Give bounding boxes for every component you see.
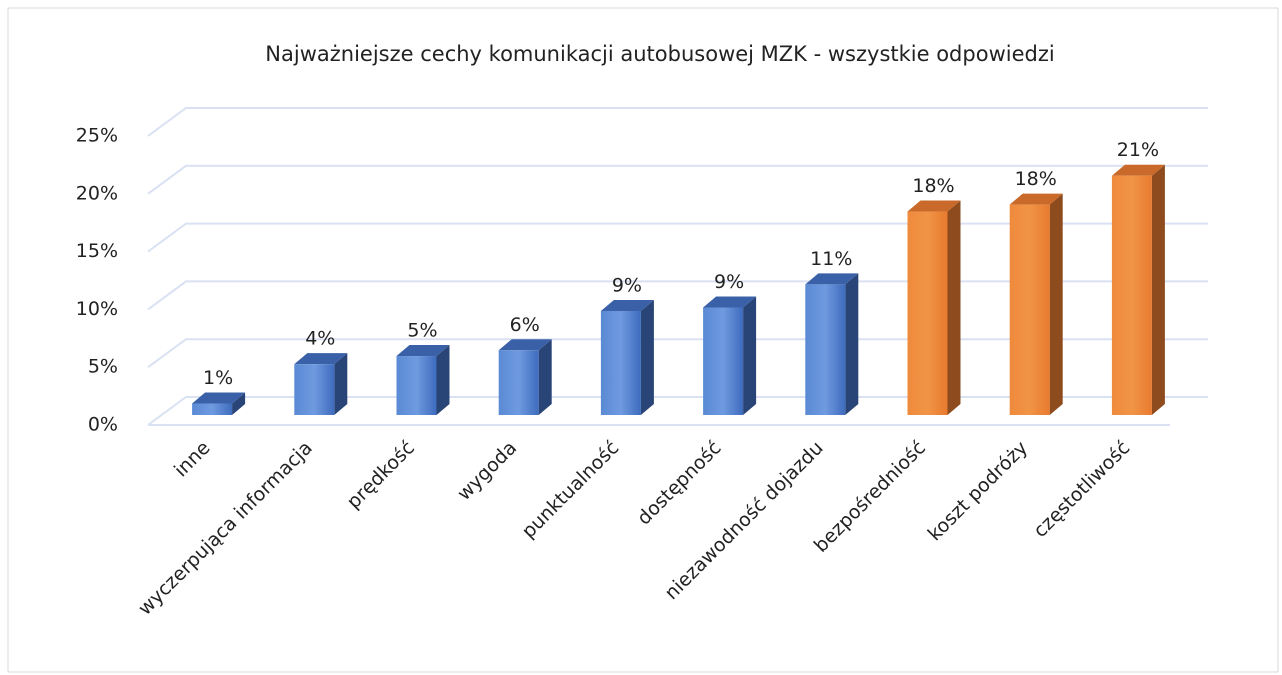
bar-top	[600, 299, 654, 311]
bar-top	[1111, 164, 1165, 176]
bar-top	[907, 200, 961, 212]
grid-line	[147, 338, 1208, 369]
bar	[498, 350, 539, 415]
data-label: 21%	[1117, 139, 1159, 161]
data-label: 9%	[612, 274, 642, 296]
grid-line	[147, 107, 1208, 137]
bar-top	[498, 339, 552, 351]
bar-side	[845, 273, 859, 415]
bar	[907, 211, 948, 415]
y-tick-label: 0%	[88, 414, 118, 436]
bar	[703, 307, 744, 415]
grid-line	[147, 280, 1208, 311]
bar-side	[947, 200, 961, 415]
bar-top	[805, 273, 859, 285]
data-label: 18%	[1015, 168, 1057, 190]
bar	[192, 403, 233, 415]
bar-top	[396, 345, 450, 357]
bar-side	[743, 296, 757, 415]
data-label: 6%	[510, 314, 540, 336]
grid-line	[147, 164, 1208, 195]
bar	[805, 284, 846, 415]
bar	[600, 310, 641, 415]
bar-side	[232, 392, 246, 415]
data-label: 1%	[203, 367, 233, 389]
bar-side	[1049, 193, 1063, 415]
grid-line	[147, 222, 1208, 253]
grid-line	[147, 396, 1208, 426]
bar-side	[436, 345, 450, 415]
bar	[396, 356, 437, 415]
data-label: 9%	[714, 271, 744, 293]
data-label: 18%	[912, 175, 954, 197]
bar-top	[703, 296, 757, 308]
chart-title: Najważniejsze cechy komunikacji autobuso…	[265, 42, 1054, 66]
bar-side	[334, 353, 348, 415]
bar-top	[1009, 193, 1063, 205]
bar	[1009, 204, 1050, 415]
y-tick-label: 10%	[76, 298, 118, 320]
y-tick-label: 25%	[76, 125, 118, 147]
data-label: 5%	[407, 320, 437, 342]
bar	[1111, 175, 1152, 415]
bar-top	[192, 392, 246, 404]
bar-side	[640, 299, 654, 415]
data-label: 11%	[810, 248, 852, 270]
y-tick-label: 15%	[76, 240, 118, 262]
bar	[294, 364, 335, 415]
bar-side	[1151, 164, 1165, 415]
y-tick-label: 20%	[76, 182, 118, 204]
bar-top	[294, 353, 348, 365]
data-label: 4%	[305, 328, 335, 350]
bar-side	[538, 339, 552, 415]
y-tick-label: 5%	[88, 356, 118, 378]
